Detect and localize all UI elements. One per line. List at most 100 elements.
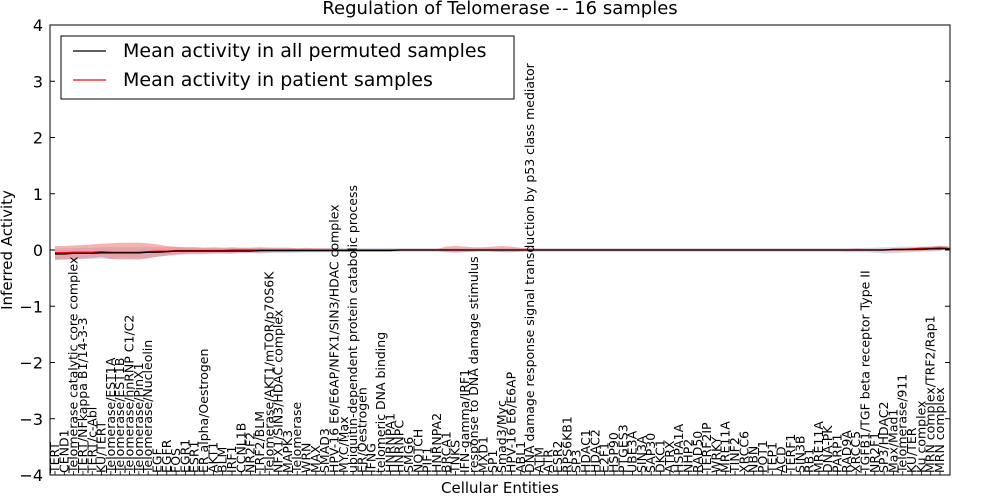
x-category-label: ATR [541, 449, 556, 473]
x-category-label: DNA-PK [820, 425, 835, 473]
x-category-label: BRCA1 [438, 431, 453, 473]
x-category-label: ER/Oestrogen [354, 387, 369, 473]
y-axis-title: Inferred Activity [0, 190, 16, 310]
x-category-label: RB1 [802, 448, 817, 473]
x-category-label: Telomerase/EST1A [103, 357, 118, 474]
x-category-label: HPV-16 E6/E6AP [503, 371, 518, 473]
x-category-label: KU/TERT [94, 420, 109, 473]
y-tick-label: 2 [33, 129, 43, 148]
x-category-label: IRF1 [224, 445, 239, 473]
x-category-label: Telomerase/EST1B [112, 358, 127, 474]
x-category-label: Telomerase [289, 401, 304, 474]
series-lines [55, 247, 950, 255]
x-category-label: Telomerase catalytic core complex [66, 257, 81, 474]
x-category-label: Max/Mad1 [885, 409, 900, 473]
x-category-label: KU/TER [904, 427, 919, 473]
x-category-label: MRN complex [932, 387, 947, 473]
x-category-label: MRE11A [718, 421, 733, 473]
x-axis-ticks [54, 471, 941, 475]
x-category-label: RAD9A [839, 430, 854, 473]
x-category-label: TRF2/BLM [252, 411, 267, 474]
legend-label-permuted: Mean activity in all permuted samples [123, 40, 486, 62]
x-category-label: TERT [47, 442, 62, 474]
x-axis-title: Cellular Entities [441, 479, 559, 497]
x-category-label: telomeric DNA binding [373, 332, 388, 473]
x-category-label: ACD [774, 446, 789, 473]
x-category-label: FOS [168, 448, 183, 473]
x-category-label: Telomerase/hnRNP C1/C2 [122, 315, 137, 474]
x-category-label: RAD50 [690, 431, 705, 473]
x-category-label: CCNL1B [233, 423, 248, 473]
legend: Mean activity in all permuted samples Me… [60, 35, 515, 100]
y-tick-label: 1 [33, 185, 43, 204]
x-category-label: response to DNA damage stimulus [466, 256, 481, 473]
x-category-label: RPS6KB1 [559, 416, 574, 473]
x-category-label: NR2F2 [243, 432, 258, 473]
x-category-label: Ku complex [913, 401, 928, 473]
x-category-label: SIN3A [634, 435, 649, 473]
x-category-label: WRKY [708, 436, 723, 473]
x-category-label: SIN3B [792, 436, 807, 474]
chart-title: Regulation of Telomerase -- 16 samples [322, 0, 677, 19]
y-tick-label: −3 [19, 410, 43, 429]
x-category-label: Smad3/Myc [494, 400, 509, 473]
x-category-label: TNKS [448, 440, 463, 474]
x-category-label: EGFR [159, 439, 174, 473]
x-category-label: SAP30 [643, 433, 658, 473]
x-category-label: ESR2 [550, 441, 565, 473]
x-category-label: MXD1 [476, 436, 491, 473]
x-category-label: TINF2 [727, 437, 742, 474]
x-category-label: HNRNPA2 [429, 413, 444, 473]
x-category-label: EGF [149, 448, 164, 473]
x-category-label: HSPA1A [671, 423, 686, 473]
legend-box [60, 35, 515, 100]
x-category-label: MRN complex/TRF2/Rap1 [923, 315, 938, 473]
x-category-label: UBE3A [625, 430, 640, 473]
x-category-label: Telomerase/Nucleolin [140, 340, 155, 474]
x-category-label: E2F1 [597, 442, 612, 473]
x-category-label: IFN-gamma/IRF1 [457, 369, 472, 473]
x-category-label: ESR1 [187, 441, 202, 473]
permuted-series-line [55, 248, 950, 255]
x-category-label: ER alpha/Oestrogen [196, 349, 211, 473]
y-tick-label: 0 [33, 241, 43, 260]
x-category-label: SP3/HDAC2 [876, 402, 891, 473]
x-category-label: BLM [215, 447, 230, 473]
x-category-label: POT1 [755, 440, 770, 473]
x-category-label: NFX1/SIN3/HDAC complex [271, 310, 286, 473]
x-category-label: NOTCH [410, 429, 425, 473]
x-category-label: NR2F1 [867, 432, 882, 473]
x-category-label: MAPK3 [280, 430, 295, 473]
x-category-label: TEP1 [764, 442, 779, 474]
x-category-label: MRE11A [811, 421, 826, 473]
x-category-label: DNA damage response signal transduction … [522, 62, 537, 473]
x-category-label: EGR1 [177, 439, 192, 473]
x-category-label: SP1 [485, 450, 500, 473]
patient-band [55, 242, 950, 260]
x-category-label: ATRX [662, 440, 677, 473]
x-category-label: XRCC5 [848, 431, 863, 473]
x-category-label: ATM [531, 447, 546, 473]
y-tick-label: −4 [19, 466, 43, 485]
x-category-label: PARP1 [830, 434, 845, 473]
x-category-label: TGFB1/TGF beta receptor Type II [857, 270, 872, 474]
x-category-label: WRN [299, 443, 314, 473]
x-category-label: Telomerase/911 [895, 374, 910, 474]
x-category-label: NHP2 [680, 439, 695, 473]
y-tick-label: 3 [33, 72, 43, 91]
x-category-label: ubiquitin-dependent protein catabolic pr… [345, 185, 360, 473]
x-category-label: MAX [308, 445, 323, 473]
x-category-label: ABL1 [513, 441, 528, 473]
x-category-label: PIF1 [420, 447, 435, 473]
x-category-label: TERT/c-Abl [84, 407, 99, 474]
x-category-label: TERT/NFkappa B1/14-3-3 [75, 318, 90, 474]
x-category-label: HSP90 [606, 432, 621, 473]
legend-label-patient: Mean activity in patient samples [123, 69, 433, 91]
x-category-label: AKT1 [205, 442, 220, 473]
y-tick-label: −2 [19, 354, 43, 373]
x-category-label: DKC1 [653, 439, 668, 473]
x-category-label: TERF1 [783, 434, 798, 474]
x-category-label: SMAD3 [317, 428, 332, 473]
x-category-label: IFNG [364, 443, 379, 473]
x-category-label: TERF2IP [699, 422, 714, 474]
